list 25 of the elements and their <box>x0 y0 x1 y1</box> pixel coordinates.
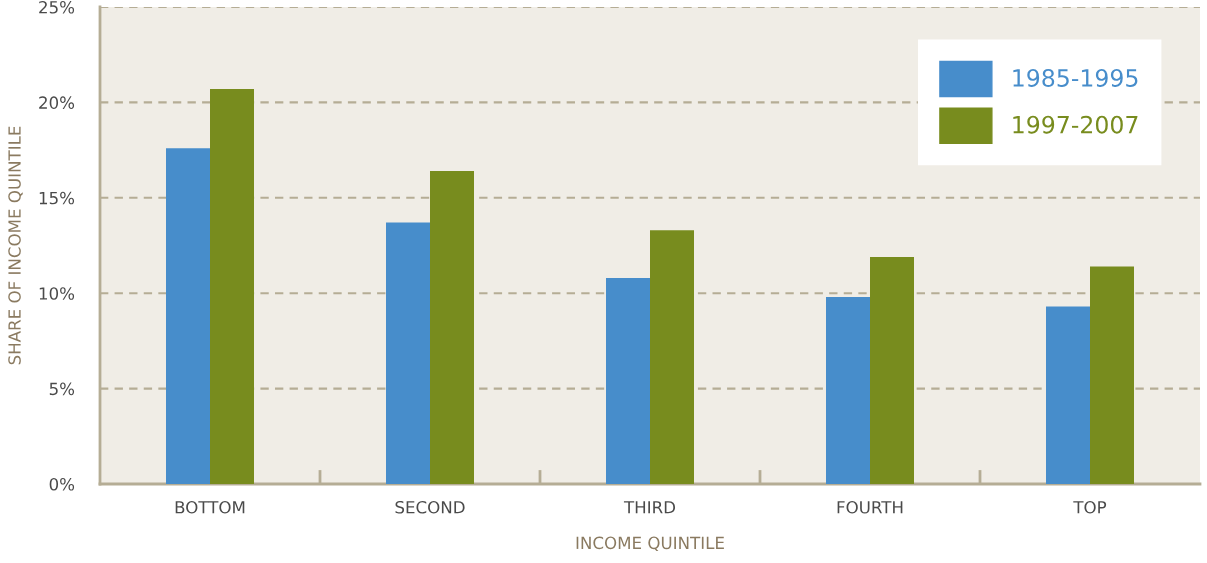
bar <box>166 148 210 484</box>
y-tick-label: 20% <box>39 96 75 109</box>
bar <box>386 222 430 484</box>
x-tick-label: FOURTH <box>837 500 903 514</box>
bar <box>606 277 650 484</box>
y-tick-label: 15% <box>39 191 75 205</box>
y-axis-title: SHARE OF INCOME QUINTILE <box>8 126 23 365</box>
bar <box>1090 266 1134 484</box>
y-tick-label: 25% <box>39 0 75 14</box>
bar <box>650 230 694 484</box>
x-tick-label: THIRD <box>623 501 676 514</box>
legend-label: 1997-2007 <box>1013 115 1138 134</box>
x-tick-label: TOP <box>1073 500 1107 514</box>
bar <box>210 89 254 484</box>
bar <box>826 297 870 484</box>
x-tick-label: SECOND <box>395 500 465 514</box>
y-tick-label: 0% <box>49 477 75 491</box>
x-axis-title: INCOME QUINTILE <box>576 536 724 552</box>
bar <box>1046 306 1090 484</box>
bar <box>430 171 474 484</box>
y-tick-label: 5% <box>49 382 75 396</box>
legend-label: 1985-1995 <box>1013 69 1138 87</box>
x-tick-label: BOTTOM <box>175 500 245 514</box>
y-tick-label: 10% <box>39 287 75 300</box>
bar <box>870 256 914 484</box>
